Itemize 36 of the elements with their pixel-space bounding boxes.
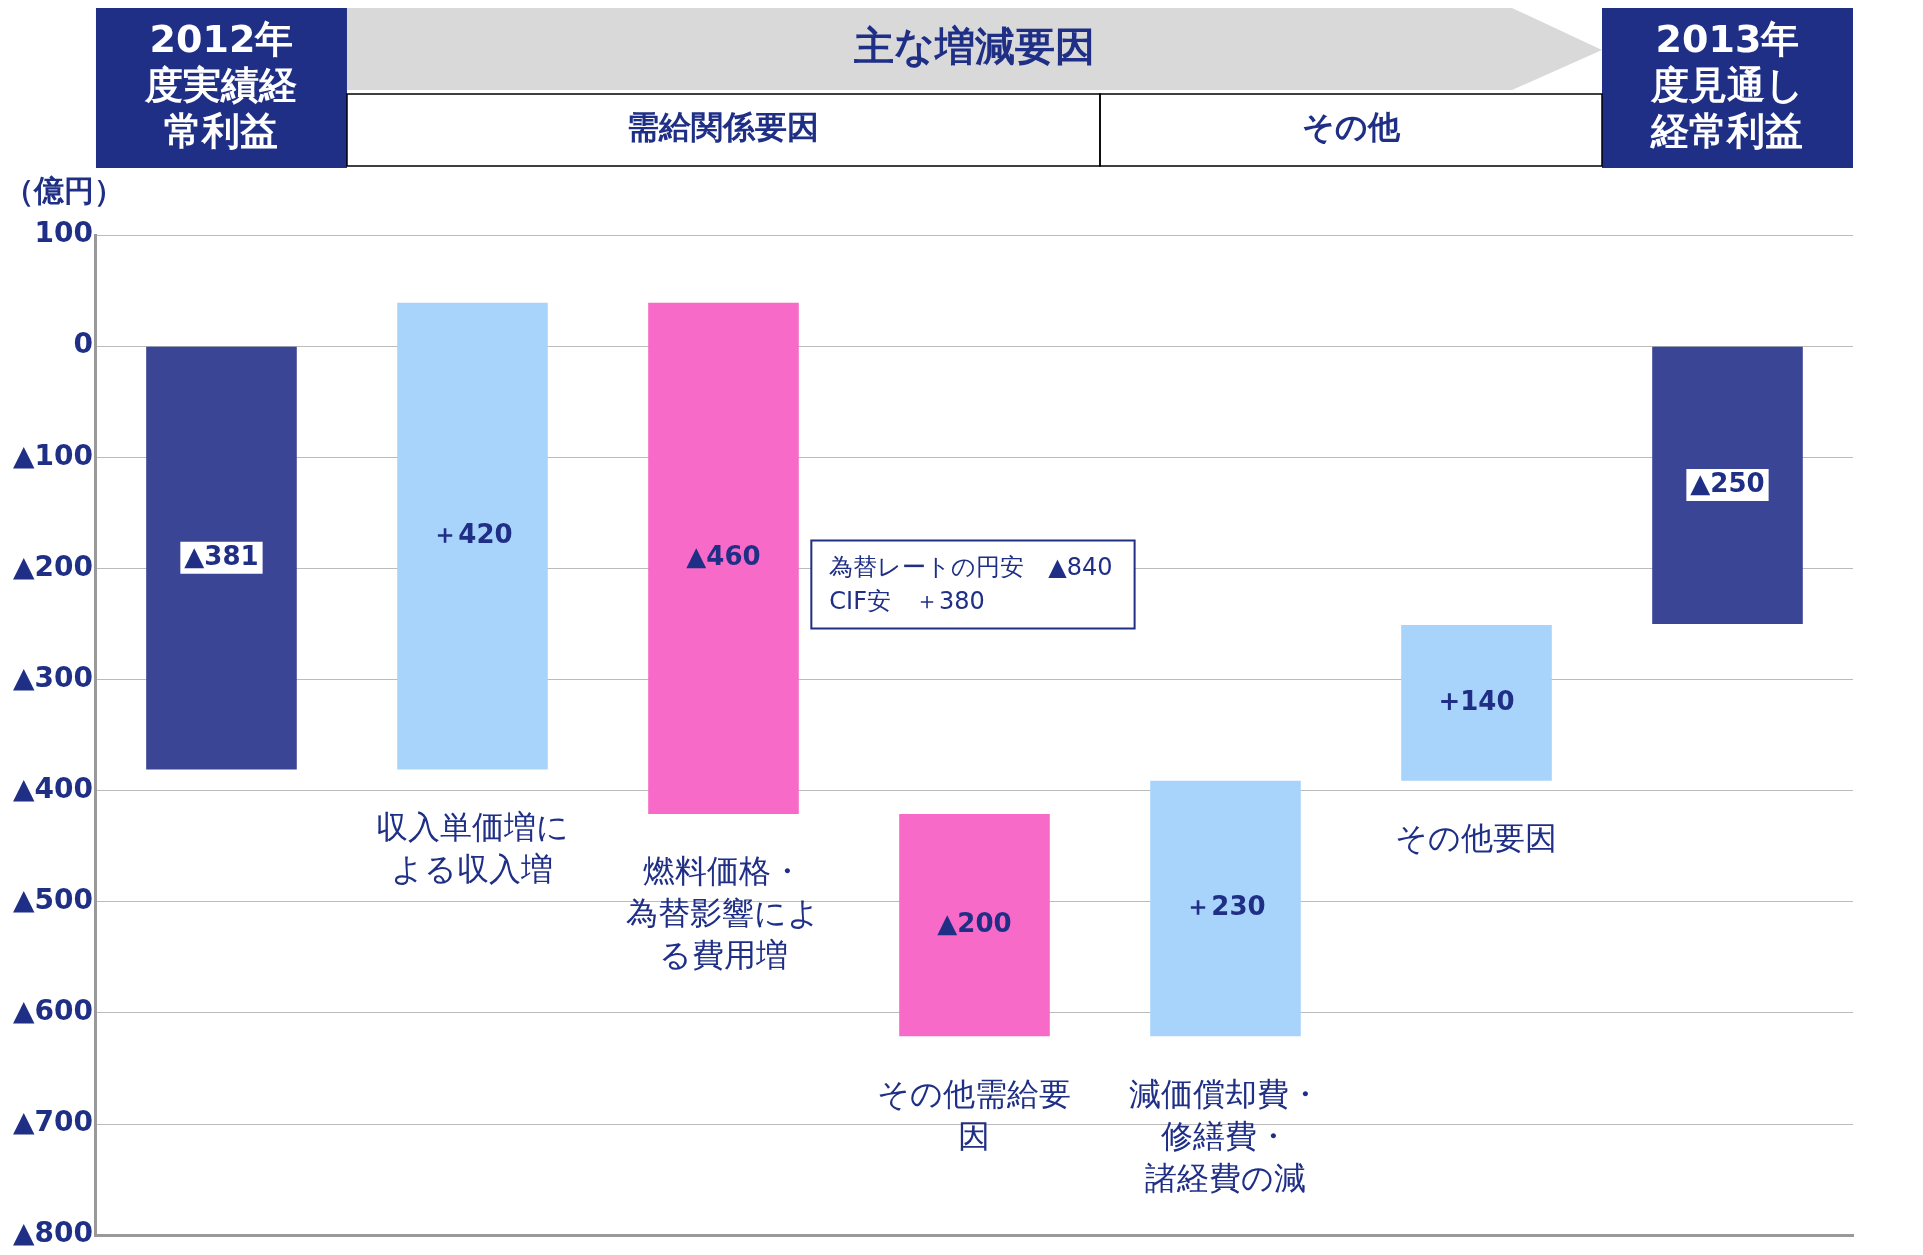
data-label: ＋420 [432, 518, 513, 549]
bar [1150, 780, 1301, 1037]
y-tick-label: ▲500 [13, 883, 93, 917]
x-tick-label: その他要因 [1395, 818, 1558, 857]
x-tick-label: 減価償却費・修繕費・諸経費の減 [1129, 1074, 1322, 1197]
y-tick-label: ▲700 [13, 1105, 93, 1139]
y-tick-label: ▲100 [13, 438, 93, 472]
data-label: ＋230 [1185, 891, 1266, 922]
bar [397, 302, 548, 770]
data-label: +140 [1438, 685, 1515, 716]
y-tick-label: ▲400 [13, 771, 93, 805]
data-label: ▲460 [686, 541, 761, 572]
x-tick-label: 燃料価格・為替影響による費用増 [626, 852, 821, 975]
x-tick-label: 2013年度見通し経常利益 [1650, 16, 1804, 153]
x-tick-label: 収入単価増による収入増 [375, 807, 569, 888]
y-tick-label: ▲300 [13, 660, 93, 694]
bar [899, 814, 1050, 1037]
text: その他 [1301, 108, 1401, 147]
bar [648, 302, 799, 815]
y-tick-label: ▲200 [13, 549, 93, 583]
x-tick-label: その他需給要因 [877, 1074, 1072, 1155]
text: 需給関係要因 [627, 108, 820, 147]
y-tick-label: 0 [73, 327, 93, 361]
data-label: ▲200 [937, 907, 1012, 938]
y-axis-title: （億円） [4, 172, 124, 208]
bar [146, 346, 297, 770]
x-tick-label: 2012年度実績経常利益 [144, 16, 298, 153]
y-tick-label: 100 [34, 216, 93, 250]
annotation: 為替レートの円安 ▲840 CIF安 ＋380 [829, 552, 1113, 615]
y-tick-label: ▲800 [13, 1216, 93, 1250]
bar [1652, 346, 1803, 624]
data-label: ▲381 [184, 540, 259, 571]
y-tick-label: ▲600 [13, 994, 93, 1028]
bar [1401, 625, 1552, 781]
text: 主な増減要因 [852, 23, 1095, 70]
data-label: ▲250 [1690, 467, 1765, 498]
